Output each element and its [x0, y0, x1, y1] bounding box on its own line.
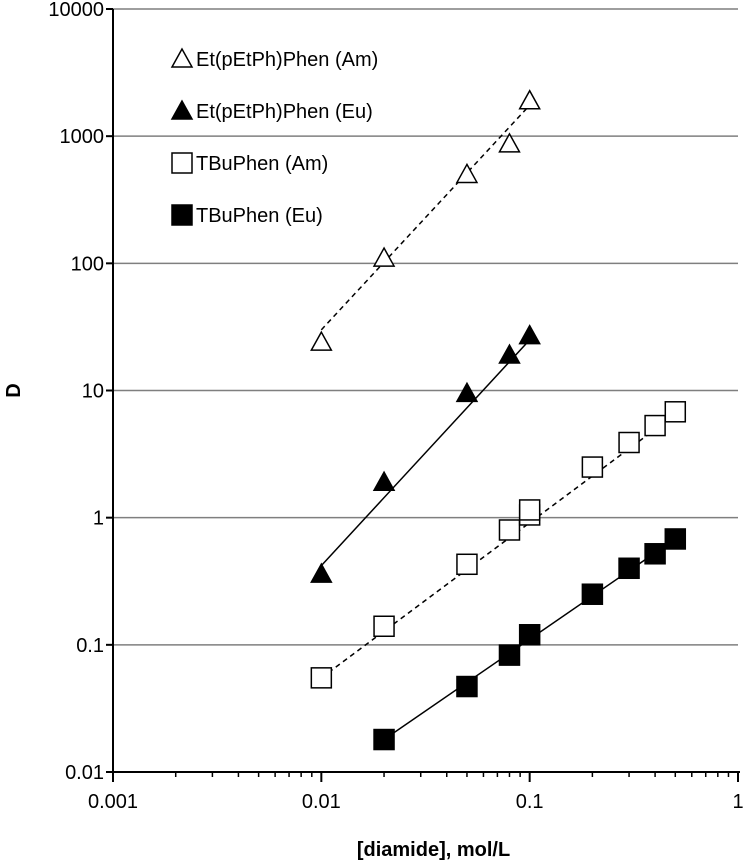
legend-label-0: Et(pEtPh)Phen (Am) — [196, 49, 378, 71]
series-3-point — [581, 583, 604, 605]
series-0-point — [310, 330, 333, 351]
series-2-point — [581, 456, 604, 478]
series-2-fit-line — [320, 413, 676, 679]
series-1-point — [455, 381, 479, 403]
series-0-point — [518, 89, 541, 110]
series-1-point — [310, 562, 333, 583]
series-0-point — [372, 246, 396, 267]
series-0-point — [498, 132, 521, 153]
x-tick-label: 0.1 — [516, 791, 544, 813]
legend-label-2: TBuPhen (Am) — [196, 153, 328, 175]
legend-marker-0 — [170, 47, 194, 68]
series-3-point — [644, 543, 666, 565]
x-tick-label: 0.001 — [88, 791, 138, 813]
series-2-point — [518, 499, 541, 521]
series-3-point — [518, 624, 541, 646]
legend-marker-3 — [171, 204, 193, 226]
series-3-point — [373, 728, 395, 751]
series-0-fit-line — [320, 104, 531, 331]
series-2-point — [310, 667, 333, 689]
series-2-point — [618, 431, 640, 454]
series-2-point — [498, 519, 521, 541]
series-2-point — [664, 401, 687, 423]
legend-marker-1 — [170, 99, 194, 120]
series-1-point — [372, 470, 396, 491]
x-axis-title: [diamide], mol/L — [357, 839, 510, 861]
y-tick-label: 0.1 — [76, 635, 104, 657]
series-0-point — [455, 162, 479, 184]
series-2-point — [456, 553, 478, 576]
series-1-point — [518, 324, 541, 345]
legend-marker-2 — [171, 152, 193, 174]
series-3-point — [664, 528, 687, 550]
series-1-fit-line — [320, 339, 531, 567]
series-3-point — [456, 675, 478, 698]
y-tick-label: 10 — [82, 381, 104, 403]
series-1-point — [498, 343, 521, 364]
series-3-point — [498, 644, 521, 666]
y-tick-label: 1000 — [60, 126, 105, 148]
x-tick-label: 1 — [732, 791, 743, 813]
y-tick-label: 10000 — [48, 0, 104, 21]
series-2-point — [644, 414, 666, 437]
y-tick-label: 0.01 — [65, 762, 104, 784]
y-tick-label: 1 — [93, 508, 104, 530]
legend-label-3: TBuPhen (Eu) — [196, 205, 323, 227]
legend-label-1: Et(pEtPh)Phen (Eu) — [196, 101, 373, 123]
x-tick-label: 0.01 — [302, 791, 341, 813]
y-axis-title: D — [3, 383, 25, 397]
series-3-point — [618, 557, 640, 580]
series-2-point — [373, 615, 395, 638]
y-tick-label: 100 — [71, 253, 104, 275]
